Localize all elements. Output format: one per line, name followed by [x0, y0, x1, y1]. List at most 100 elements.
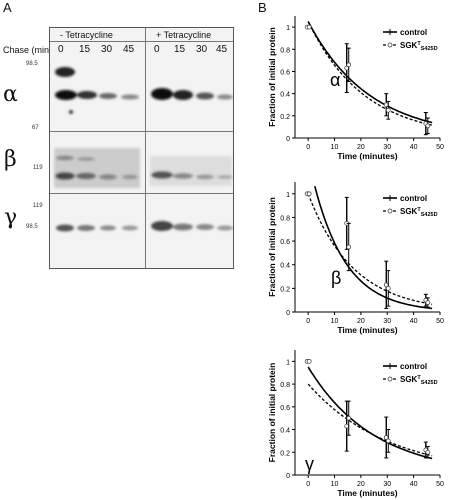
- x-tick-label: 40: [410, 318, 418, 325]
- blot-label-alpha: α: [3, 82, 18, 107]
- y-axis-label: Fraction of initial protein: [267, 27, 277, 127]
- lane-label: 0: [154, 44, 160, 55]
- x-tick-label: 30: [383, 144, 391, 151]
- fit-curve-control: [307, 366, 433, 460]
- x-tick-label: 20: [357, 481, 365, 488]
- legend-sgk-sup: T: [417, 41, 421, 47]
- legend-label-sgk: SGKTS425D: [400, 41, 438, 52]
- data-point-sgk: [425, 449, 431, 455]
- chart-greek-label: β: [331, 268, 341, 288]
- x-tick-label: 50: [436, 144, 444, 151]
- y-tick-label: 0: [286, 310, 290, 317]
- chart-greek-label: γ: [305, 454, 314, 474]
- data-point-control: [383, 102, 389, 108]
- y-tick-label: 0.6: [280, 239, 290, 246]
- chase-label: Chase (min): [3, 45, 53, 55]
- x-tick-label: 40: [410, 481, 418, 488]
- x-tick-label: 10: [331, 318, 339, 325]
- y-tick-label: 0.4: [280, 428, 290, 435]
- y-tick-label: 0.2: [280, 450, 290, 457]
- x-axis-label: Time (minutes): [337, 488, 397, 498]
- x-tick-label: 10: [331, 144, 339, 151]
- legend-sgk-sup: T: [417, 207, 421, 213]
- legend-label-control: control: [400, 362, 427, 371]
- fit-curve-sgk: [307, 383, 433, 457]
- data-point-control: [344, 423, 350, 429]
- legend-sgk-sub: S425D: [421, 46, 438, 52]
- y-tick-label: 0.2: [280, 114, 290, 121]
- y-tick-label: 0.8: [280, 47, 290, 54]
- data-point-sgk: [306, 24, 312, 30]
- data-point-sgk: [425, 123, 431, 129]
- data-point-sgk: [346, 62, 352, 68]
- lane-label: 15: [79, 44, 91, 55]
- lane-label: 30: [196, 44, 208, 55]
- x-axis-label: Time (minutes): [337, 151, 397, 161]
- y-tick-label: 0.2: [280, 286, 290, 293]
- blot-label-gamma: γ: [4, 205, 18, 230]
- data-point-sgk: [385, 438, 391, 444]
- y-tick-label: 0.8: [280, 382, 290, 389]
- fit-curve-control: [307, 21, 433, 124]
- y-tick-label: 0.6: [280, 405, 290, 412]
- fit-curve-sgk: [307, 193, 433, 305]
- y-tick-label: 1: [286, 25, 290, 32]
- x-tick-label: 40: [410, 144, 418, 151]
- fit-curve-control: [314, 185, 433, 310]
- x-tick-label: 20: [357, 144, 365, 151]
- y-tick-label: 0.4: [280, 263, 290, 270]
- x-tick-label: 0: [306, 318, 310, 325]
- data-point-sgk: [306, 191, 312, 197]
- y-tick-label: 0.4: [280, 92, 290, 99]
- legend-label-control: control: [400, 194, 427, 203]
- plus-tetracycline-label: + Tetracycline: [156, 30, 212, 40]
- data-point-sgk: [346, 415, 352, 421]
- y-axis-label: Fraction of initial protein: [267, 363, 277, 463]
- data-point-sgk: [306, 358, 312, 364]
- lane-label: 0: [58, 44, 64, 55]
- y-tick-label: 0: [286, 136, 290, 143]
- data-point-sgk: [346, 244, 352, 250]
- blot-label-beta: β: [4, 147, 17, 172]
- y-tick-label: 1: [286, 192, 290, 199]
- legend-marker-sgk: [387, 208, 393, 214]
- x-tick-label: 20: [357, 318, 365, 325]
- x-tick-label: 10: [331, 481, 339, 488]
- data-point-sgk: [425, 300, 431, 305]
- lane-label: 30: [101, 44, 113, 55]
- marker-alpha-top: 98.5: [26, 61, 38, 67]
- legend-label-sgk: SGKTS425D: [400, 375, 438, 386]
- legend-sgk-sup: T: [417, 375, 421, 381]
- x-tick-label: 50: [436, 481, 444, 488]
- y-tick-label: 0.8: [280, 215, 290, 222]
- y-tick-label: 0.6: [280, 69, 290, 76]
- marker-beta-top: 119: [33, 165, 43, 171]
- panel-letter-b: B: [258, 0, 267, 15]
- fit-curve-sgk: [307, 21, 433, 126]
- x-tick-label: 30: [383, 481, 391, 488]
- y-tick-label: 0: [286, 473, 290, 480]
- minus-tetracycline-label: - Tetracycline: [60, 30, 113, 40]
- blot-bands: [54, 67, 233, 232]
- lane-label: 45: [216, 44, 228, 55]
- y-tick-label: 1: [286, 359, 290, 366]
- legend-marker-sgk: [387, 42, 393, 48]
- lane-label: 15: [174, 44, 186, 55]
- x-tick-label: 0: [306, 481, 310, 488]
- y-axis-label: Fraction of initial protein: [267, 197, 277, 297]
- legend-marker-sgk: [387, 376, 393, 382]
- legend-sgk-sub: S425D: [421, 380, 438, 386]
- x-axis-label: Time (minutes): [337, 325, 397, 335]
- chart-greek-label: α: [330, 70, 340, 90]
- legend-label-control: control: [400, 28, 427, 37]
- lane-label: 45: [123, 44, 135, 55]
- western-blot: - Tetracycline + Tetracycline 0 15 30 45…: [49, 27, 234, 269]
- marker-alpha-bottom: 67: [32, 125, 39, 131]
- x-tick-label: 30: [383, 318, 391, 325]
- panel-letter-a: A: [3, 0, 12, 15]
- legend-label-sgk: SGKTS425D: [400, 207, 438, 218]
- x-tick-label: 0: [306, 144, 310, 151]
